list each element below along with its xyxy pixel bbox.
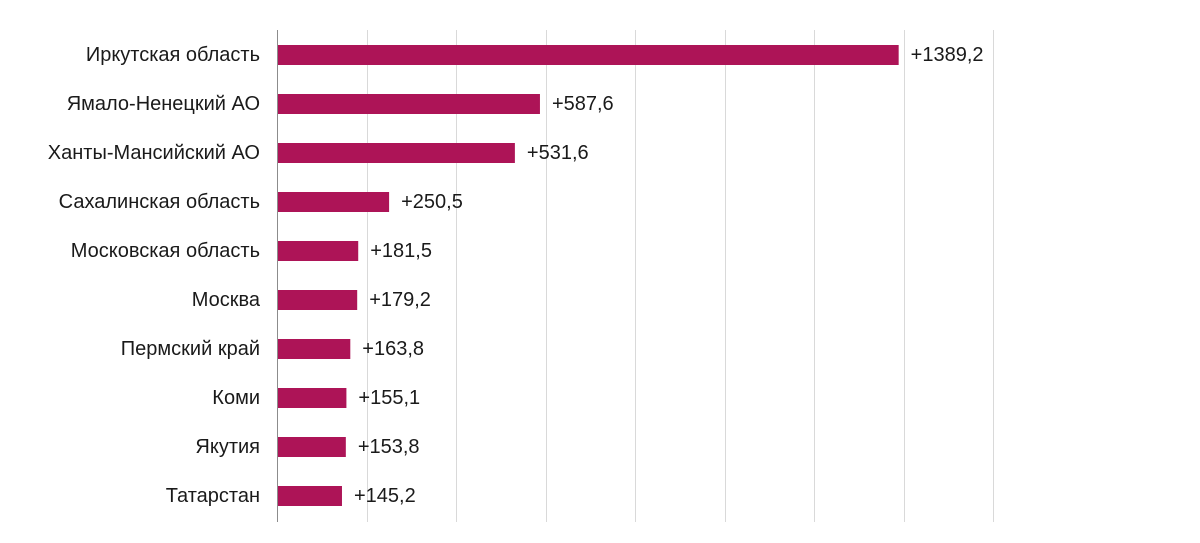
data-label: +145,2 [354, 485, 416, 507]
bar [278, 388, 347, 408]
category-label: Пермский край [121, 338, 260, 360]
bar [278, 241, 359, 261]
data-label: +1389,2 [911, 44, 984, 66]
bar [278, 486, 342, 506]
bar [278, 437, 346, 457]
data-label: +163,8 [362, 338, 424, 360]
bar [278, 45, 899, 65]
category-label: Коми [212, 387, 260, 409]
category-label: Московская область [71, 240, 260, 262]
bar [278, 143, 515, 163]
bars [278, 45, 899, 506]
category-label: Якутия [195, 436, 260, 458]
data-label: +155,1 [358, 387, 420, 409]
category-label: Татарстан [166, 485, 260, 507]
bar [278, 290, 358, 310]
value-labels: +1389,2 +587,6 +531,6 +250,5 +181,5 +179,2 +16… [354, 44, 984, 507]
category-label: Москва [192, 289, 261, 311]
bar [278, 339, 351, 359]
data-label: +153,8 [358, 436, 420, 458]
bar [278, 94, 540, 114]
bar [278, 192, 390, 212]
data-label: +181,5 [370, 240, 432, 262]
data-label: +179,2 [369, 289, 431, 311]
category-labels: Иркутская область Ямало-Ненецкий АО Ханты-… [48, 44, 261, 507]
category-label: Ямало-Ненецкий АО [67, 93, 260, 115]
category-label: Сахалинская область [59, 191, 260, 213]
category-label: Ханты-Мансийский АО [48, 142, 260, 164]
data-label: +587,6 [552, 93, 614, 115]
category-label: Иркутская область [86, 44, 260, 66]
data-label: +250,5 [401, 191, 463, 213]
data-label: +531,6 [527, 142, 589, 164]
